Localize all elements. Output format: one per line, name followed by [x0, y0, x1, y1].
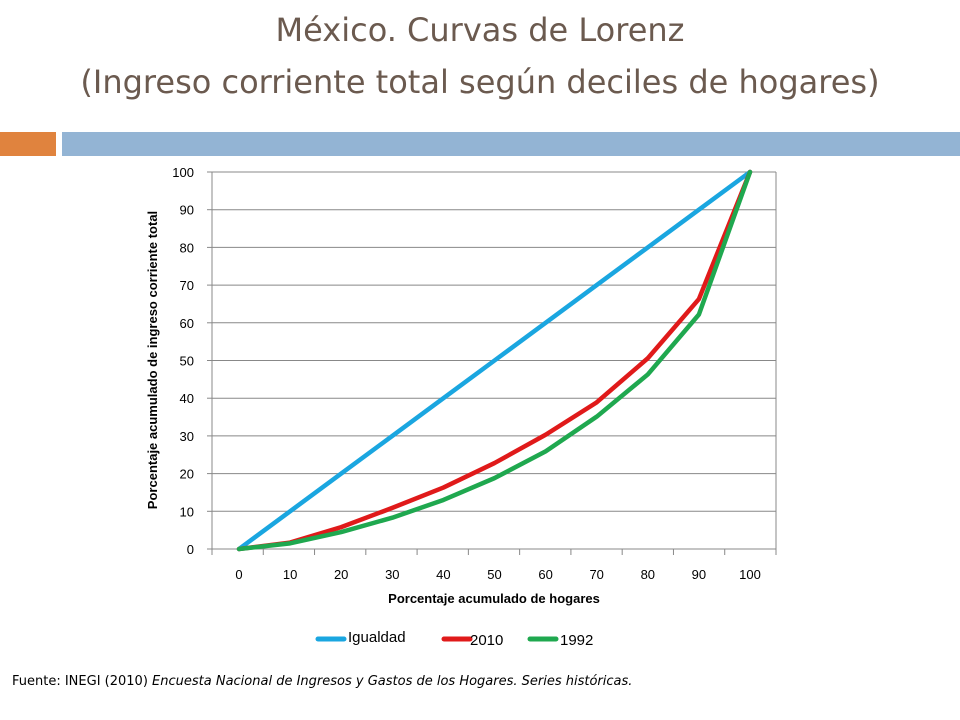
- x-tick-label: 0: [235, 567, 242, 582]
- y-axis-title: Porcentaje acumulado de ingreso corrient…: [145, 211, 160, 509]
- y-tick-label: 60: [180, 316, 194, 331]
- y-tick-label: 20: [180, 467, 194, 482]
- x-tick-label: 50: [487, 567, 501, 582]
- y-tick-label: 70: [180, 278, 194, 293]
- y-tick-label: 40: [180, 391, 194, 406]
- x-tick-label: 10: [283, 567, 297, 582]
- legend: Igualdad 2010 1992: [315, 629, 593, 649]
- y-tick-label: 30: [180, 429, 194, 444]
- y-tick-label: 0: [187, 542, 194, 557]
- source-title: Encuesta Nacional de Ingresos y Gastos d…: [152, 674, 633, 689]
- series-line-2010: [236, 169, 753, 552]
- x-axis-title: Porcentaje acumulado de hogares: [388, 591, 600, 606]
- series-line-1992: [236, 169, 753, 552]
- y-tick-label: 90: [180, 203, 194, 218]
- y-tick-label: 80: [180, 240, 194, 255]
- accent-bar-orange: [0, 132, 56, 156]
- title-line-1: México. Curvas de Lorenz: [275, 11, 685, 49]
- source-prefix: Fuente: INEGI (2010): [12, 674, 153, 689]
- y-tick-labels: 0 10 20 30 40 50 60 70 80 90 100: [172, 165, 194, 557]
- x-tick-label: 30: [385, 567, 399, 582]
- series-line-igualdad: [236, 169, 753, 552]
- x-tick-label: 40: [436, 567, 450, 582]
- legend-label-igualdad: Igualdad: [348, 629, 406, 646]
- source-note: Fuente: INEGI (2010) Encuesta Nacional d…: [12, 674, 632, 689]
- legend-label-1992: 1992: [560, 632, 593, 649]
- slide-title: México. Curvas de Lorenz (Ingreso corrie…: [0, 4, 960, 108]
- x-tick-label: 80: [641, 567, 655, 582]
- x-tick-labels: 0 10 20 30 40 50 60 70 80 90 100: [235, 567, 760, 582]
- x-tick-label: 90: [692, 567, 706, 582]
- y-tick-label: 10: [180, 504, 194, 519]
- axes: [207, 171, 777, 555]
- series-lines: [236, 169, 753, 552]
- title-line-2: (Ingreso corriente total según deciles d…: [80, 63, 880, 101]
- legend-label-2010: 2010: [470, 632, 503, 649]
- x-tick-label: 20: [334, 567, 348, 582]
- y-tick-label: 100: [172, 165, 194, 180]
- accent-bar-blue: [62, 132, 960, 156]
- y-tick-label: 50: [180, 354, 194, 369]
- x-tick-label: 100: [739, 567, 761, 582]
- x-tick-label: 60: [538, 567, 552, 582]
- x-tick-label: 70: [589, 567, 603, 582]
